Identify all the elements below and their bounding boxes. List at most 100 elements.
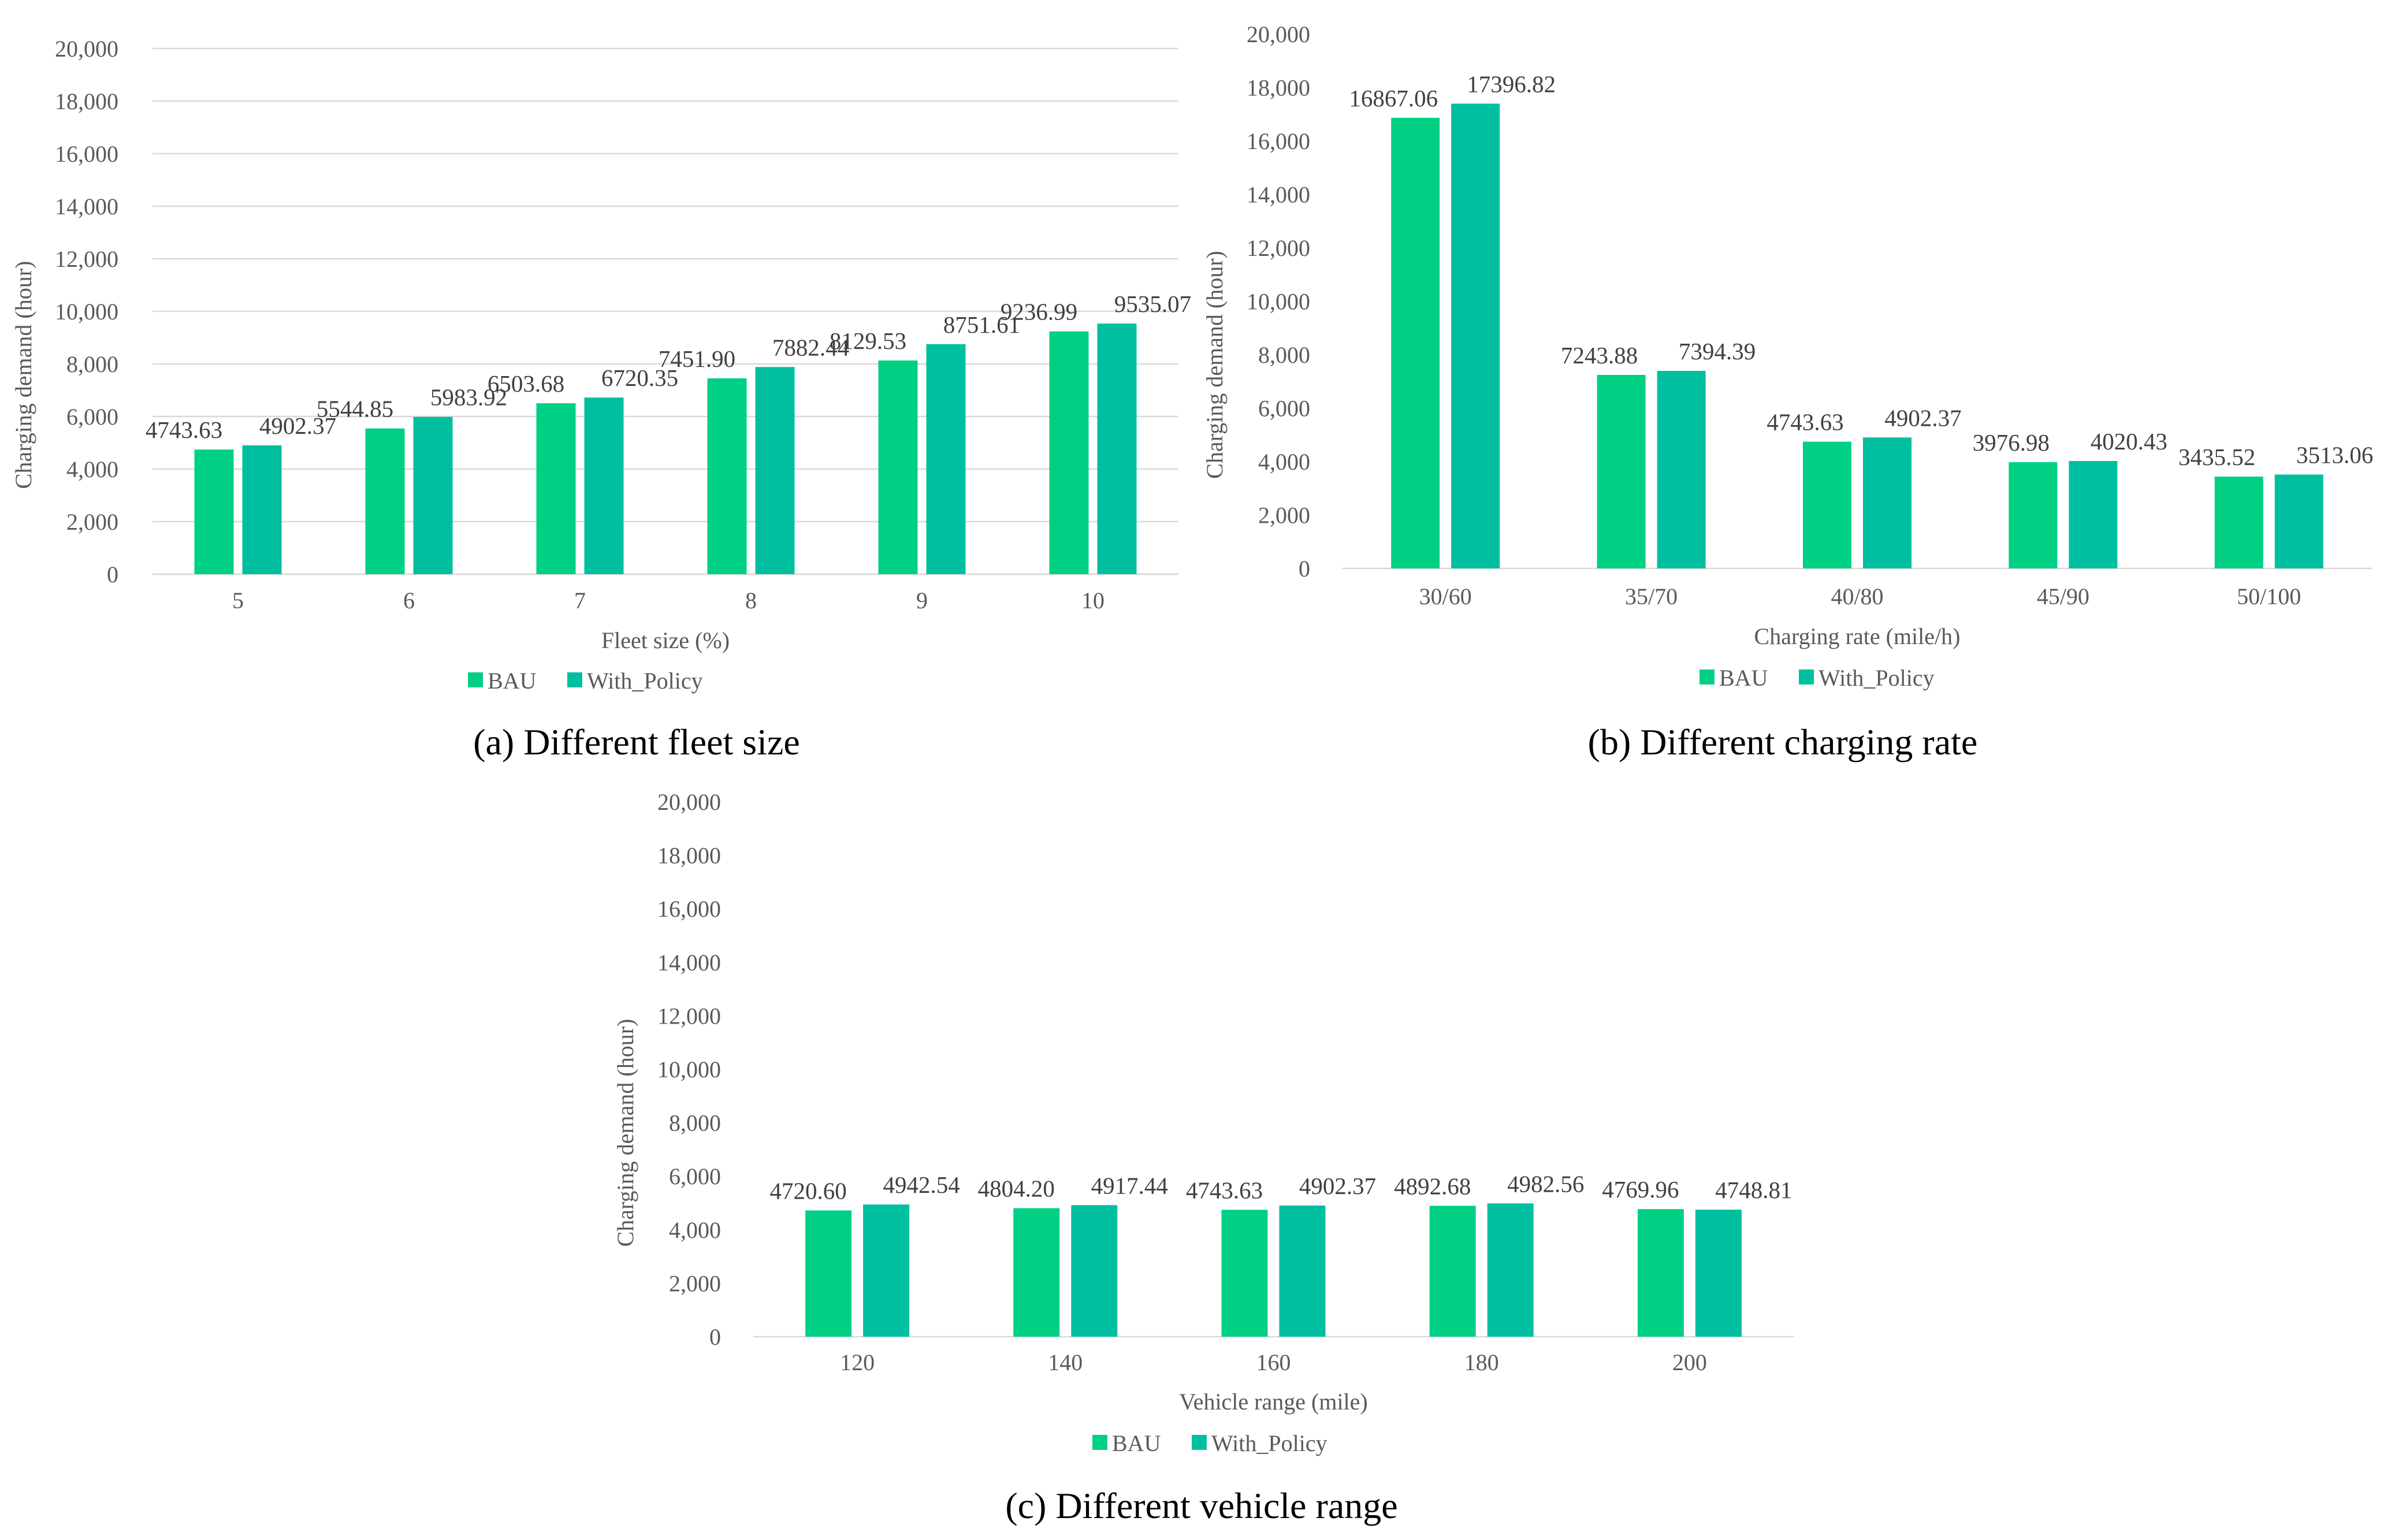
bar-with-policy xyxy=(1487,1203,1534,1337)
caption-charging-rate: (b) Different charging rate xyxy=(1587,721,1978,762)
y-tick-label: 8,000 xyxy=(1258,342,1310,368)
bar-with-policy xyxy=(926,344,966,574)
bar-bau xyxy=(707,378,747,574)
bar-bau xyxy=(878,360,918,574)
y-tick-label: 16,000 xyxy=(1247,128,1310,154)
x-tick-label: 7 xyxy=(574,587,586,613)
x-tick-label: 45/90 xyxy=(2037,583,2089,609)
bar-with-policy xyxy=(584,397,624,574)
x-tick-label: 9 xyxy=(916,587,928,613)
legend-label-bau: BAU xyxy=(1112,1430,1161,1456)
y-tick-label: 18,000 xyxy=(657,843,721,869)
data-label: 5544.85 xyxy=(317,396,393,422)
y-tick-label: 10,000 xyxy=(1247,289,1310,315)
bar-with-policy xyxy=(1279,1206,1326,1337)
y-tick-label: 14,000 xyxy=(657,950,721,976)
x-tick-label: 50/100 xyxy=(2237,583,2301,609)
x-axis-title: Charging rate (mile/h) xyxy=(1754,623,1961,649)
bar-bau xyxy=(805,1210,852,1337)
y-tick-label: 6,000 xyxy=(66,404,118,430)
y-tick-label: 20,000 xyxy=(55,36,118,62)
y-tick-label: 6,000 xyxy=(1258,396,1310,422)
data-label: 6503.68 xyxy=(488,370,564,397)
y-tick-label: 14,000 xyxy=(55,194,118,220)
data-label: 3513.06 xyxy=(2296,442,2373,468)
y-axis-title: Charging demand (hour) xyxy=(612,1019,638,1247)
bar-bau xyxy=(1049,331,1089,574)
bar-bau xyxy=(1637,1209,1684,1337)
bar-with-policy xyxy=(413,416,453,574)
y-tick-label: 12,000 xyxy=(55,246,118,272)
y-tick-label: 16,000 xyxy=(657,896,721,922)
bar-with-policy xyxy=(1695,1210,1742,1337)
x-tick-label: 5 xyxy=(232,587,244,613)
y-axis-title: Charging demand (hour) xyxy=(10,261,36,489)
data-label: 5983.92 xyxy=(430,384,507,411)
y-tick-label: 14,000 xyxy=(1247,182,1310,208)
bar-bau xyxy=(1803,441,1851,568)
y-tick-label: 20,000 xyxy=(1247,21,1310,47)
data-label: 4917.44 xyxy=(1091,1172,1168,1199)
y-tick-label: 18,000 xyxy=(1247,75,1310,101)
x-axis-title: Vehicle range (mile) xyxy=(1179,1389,1368,1415)
data-label: 9535.07 xyxy=(1114,291,1191,317)
y-tick-label: 4,000 xyxy=(66,456,118,482)
x-tick-label: 10 xyxy=(1081,587,1104,613)
legend-swatch-bau xyxy=(468,672,483,687)
x-tick-label: 120 xyxy=(840,1349,875,1375)
bar-bau xyxy=(1013,1208,1060,1337)
data-label: 7243.88 xyxy=(1561,342,1638,369)
legend-swatch-bau xyxy=(1092,1435,1107,1450)
data-label: 4804.20 xyxy=(978,1176,1055,1202)
data-label: 7882.44 xyxy=(772,334,849,360)
bar-with-policy xyxy=(1657,371,1706,568)
legend-label-with-policy: With_Policy xyxy=(1818,665,1935,691)
data-label: 4982.56 xyxy=(1507,1170,1584,1197)
y-tick-label: 0 xyxy=(709,1324,721,1350)
data-label: 4743.63 xyxy=(1767,409,1843,436)
data-label: 4902.37 xyxy=(1299,1173,1376,1199)
chart-fleet-size: 0 2,000 4,000 6,000 8,000 10,000 12,000 14,000 1… xyxy=(10,36,1191,694)
legend-swatch-bau xyxy=(1699,669,1715,685)
data-label: 7451.90 xyxy=(659,345,735,372)
y-tick-label: 20,000 xyxy=(657,789,721,815)
bar-bau xyxy=(194,449,234,574)
bar-with-policy xyxy=(1863,437,1911,568)
y-tick-label: 16,000 xyxy=(55,141,118,167)
data-label: 3976.98 xyxy=(1973,429,2050,456)
data-label: 4743.63 xyxy=(146,416,222,443)
y-tick-label: 4,000 xyxy=(669,1217,721,1243)
data-label: 4902.37 xyxy=(259,412,336,439)
y-tick-label: 4,000 xyxy=(1258,449,1310,475)
y-tick-label: 2,000 xyxy=(66,509,118,535)
data-label: 7394.39 xyxy=(1679,338,1756,364)
bar-bau xyxy=(1221,1210,1268,1337)
x-tick-label: 35/70 xyxy=(1625,583,1678,609)
data-label: 4902.37 xyxy=(1884,404,1961,431)
bar-with-policy xyxy=(1097,323,1137,574)
data-label: 4743.63 xyxy=(1186,1177,1263,1203)
legend-swatch-with-policy xyxy=(567,672,582,687)
x-tick-label: 40/80 xyxy=(1831,583,1883,609)
data-label: 3435.52 xyxy=(2178,444,2255,470)
x-tick-label: 30/60 xyxy=(1419,583,1472,609)
y-tick-label: 10,000 xyxy=(55,299,118,325)
data-label: 8129.53 xyxy=(830,328,906,354)
data-label: 4942.54 xyxy=(883,1171,960,1198)
caption-vehicle-range: (c) Different vehicle range xyxy=(1005,1485,1398,1526)
data-label: 4748.81 xyxy=(1715,1177,1792,1203)
y-tick-label: 6,000 xyxy=(669,1163,721,1189)
y-tick-label: 8,000 xyxy=(669,1110,721,1136)
data-label: 8751.61 xyxy=(943,311,1020,338)
bar-bau xyxy=(1391,117,1440,569)
bar-bau xyxy=(2009,462,2058,568)
x-axis-title: Fleet size (%) xyxy=(601,627,730,653)
data-label: 16867.06 xyxy=(1349,85,1438,111)
legend-label-with-policy: With_Policy xyxy=(1211,1430,1327,1456)
bar-bau xyxy=(1429,1206,1476,1337)
y-tick-label: 0 xyxy=(1299,556,1310,582)
bar-bau xyxy=(1597,374,1646,568)
y-tick-label: 2,000 xyxy=(1258,503,1310,529)
legend-swatch-with-policy xyxy=(1192,1435,1207,1450)
